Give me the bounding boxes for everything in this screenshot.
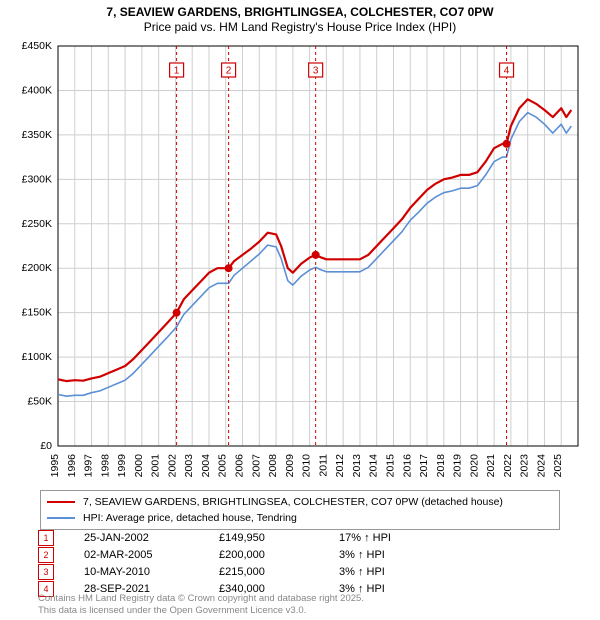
svg-text:2002: 2002	[166, 454, 178, 478]
svg-text:£450K: £450K	[22, 42, 52, 52]
svg-text:£100K: £100K	[22, 351, 52, 363]
svg-text:2016: 2016	[401, 454, 413, 478]
svg-text:1999: 1999	[116, 454, 128, 478]
sale-price: £200,000	[219, 549, 339, 561]
svg-text:2009: 2009	[284, 454, 296, 478]
svg-text:2021: 2021	[485, 454, 497, 478]
svg-text:2004: 2004	[200, 454, 212, 478]
svg-text:£150K: £150K	[22, 307, 52, 319]
price-chart: £0 £50K £100K £150K £200K £250K £300K £350K £400…	[0, 42, 600, 487]
svg-text:2011: 2011	[317, 454, 329, 477]
legend-row: HPI: Average price, detached house, Tend…	[47, 510, 553, 526]
svg-text:1: 1	[174, 66, 180, 77]
sale-date: 02-MAR-2005	[84, 549, 219, 561]
svg-text:£0: £0	[40, 440, 52, 452]
sale-row: 3 10-MAY-2010 £215,000 3% ↑ HPI	[38, 564, 459, 580]
legend-swatch	[47, 501, 75, 503]
svg-text:2022: 2022	[502, 454, 514, 478]
footer-line2: This data is licensed under the Open Gov…	[38, 605, 364, 617]
svg-text:2018: 2018	[435, 454, 447, 478]
svg-text:2000: 2000	[133, 454, 145, 478]
sale-pct: 17% ↑ HPI	[339, 532, 459, 544]
legend: 7, SEAVIEW GARDENS, BRIGHTLINGSEA, COLCH…	[40, 490, 560, 530]
sale-date: 25-JAN-2002	[84, 532, 219, 544]
sale-pct: 3% ↑ HPI	[339, 549, 459, 561]
svg-text:2025: 2025	[552, 454, 564, 478]
footer: Contains HM Land Registry data © Crown c…	[38, 593, 364, 617]
sale-price: £149,950	[219, 532, 339, 544]
svg-text:2012: 2012	[334, 454, 346, 478]
legend-swatch	[47, 517, 75, 519]
sale-row: 2 02-MAR-2005 £200,000 3% ↑ HPI	[38, 547, 459, 563]
sale-pct: 3% ↑ HPI	[339, 566, 459, 578]
svg-text:2023: 2023	[519, 454, 531, 478]
svg-text:2013: 2013	[351, 454, 363, 478]
sales-table: 1 25-JAN-2002 £149,950 17% ↑ HPI 2 02-MA…	[38, 530, 459, 598]
svg-text:2019: 2019	[452, 454, 464, 478]
svg-text:£250K: £250K	[22, 218, 52, 230]
svg-text:£50K: £50K	[27, 396, 52, 408]
svg-text:1995: 1995	[49, 454, 61, 478]
footer-line1: Contains HM Land Registry data © Crown c…	[38, 593, 364, 605]
svg-text:2005: 2005	[217, 454, 229, 478]
sale-date: 10-MAY-2010	[84, 566, 219, 578]
svg-text:2006: 2006	[234, 454, 246, 478]
svg-text:1998: 1998	[99, 454, 111, 478]
svg-text:3: 3	[313, 66, 319, 77]
svg-text:2010: 2010	[301, 454, 313, 478]
svg-text:£200K: £200K	[22, 262, 52, 274]
svg-text:2007: 2007	[250, 454, 262, 478]
svg-text:£350K: £350K	[22, 129, 52, 141]
legend-label: HPI: Average price, detached house, Tend…	[83, 512, 297, 524]
legend-label: 7, SEAVIEW GARDENS, BRIGHTLINGSEA, COLCH…	[83, 496, 503, 508]
sale-price: £215,000	[219, 566, 339, 578]
sale-marker-1: 1	[38, 530, 54, 546]
svg-text:2024: 2024	[535, 454, 547, 478]
svg-text:2017: 2017	[418, 454, 430, 478]
svg-text:1996: 1996	[66, 454, 78, 478]
svg-text:2015: 2015	[384, 454, 396, 478]
svg-text:1997: 1997	[83, 454, 95, 478]
svg-text:2008: 2008	[267, 454, 279, 478]
svg-text:2: 2	[226, 66, 232, 77]
svg-text:2014: 2014	[368, 454, 380, 478]
sale-marker-2: 2	[38, 547, 54, 563]
sale-marker-3: 3	[38, 564, 54, 580]
chart-title-block: 7, SEAVIEW GARDENS, BRIGHTLINGSEA, COLCH…	[0, 5, 600, 34]
svg-text:£300K: £300K	[22, 173, 52, 185]
legend-row: 7, SEAVIEW GARDENS, BRIGHTLINGSEA, COLCH…	[47, 494, 553, 510]
svg-text:£400K: £400K	[22, 84, 52, 96]
svg-text:2001: 2001	[150, 454, 162, 478]
sale-row: 1 25-JAN-2002 £149,950 17% ↑ HPI	[38, 530, 459, 546]
title-line2: Price paid vs. HM Land Registry's House …	[0, 20, 600, 34]
svg-text:2020: 2020	[468, 454, 480, 478]
svg-text:4: 4	[504, 66, 510, 77]
svg-text:2003: 2003	[183, 454, 195, 478]
title-line1: 7, SEAVIEW GARDENS, BRIGHTLINGSEA, COLCH…	[0, 5, 600, 19]
